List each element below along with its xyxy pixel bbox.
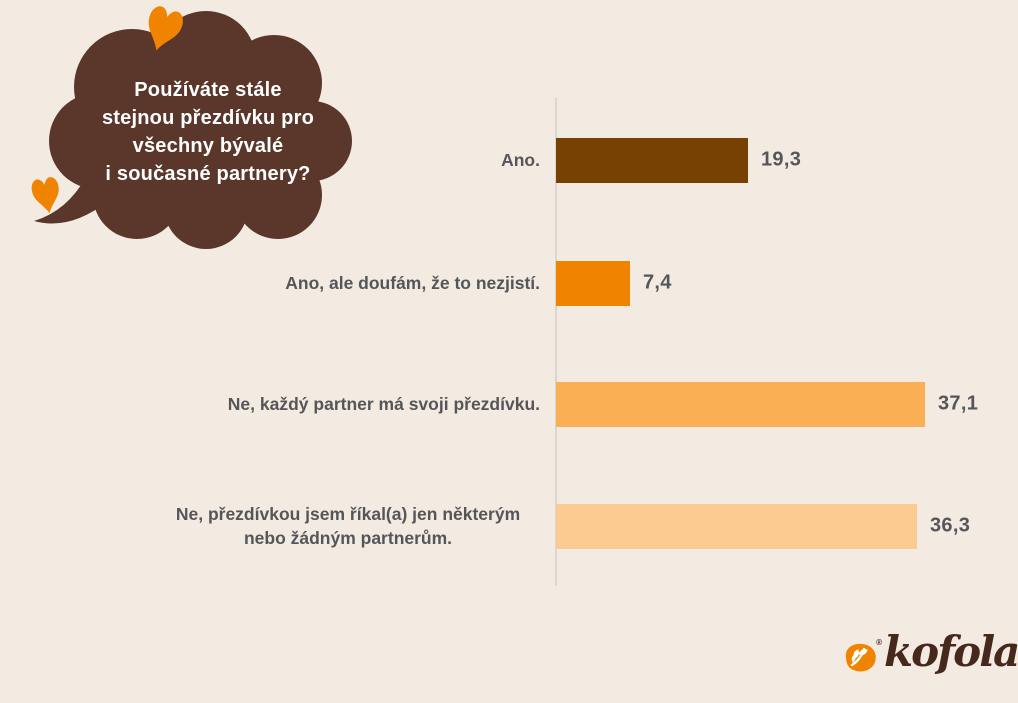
bar-value-label: 7,4 — [643, 271, 672, 294]
bar-value-label: 37,1 — [938, 392, 979, 415]
bar — [556, 137, 748, 183]
category-label: Ano, ale doufám, že to nezjistí. — [285, 273, 540, 293]
heart-icon — [148, 6, 183, 51]
category-label: Ne, přezdívkou jsem říkal(a) jen některý… — [175, 504, 521, 548]
bar-value-label: 19,3 — [761, 148, 802, 171]
kofola-wordmark: kofola® — [884, 627, 1018, 676]
registered-mark: ® — [876, 638, 882, 647]
kofola-leaf-badge-icon: ® — [842, 638, 882, 674]
category-label: Ne, každý partner má svoji přezdívku. — [227, 394, 540, 414]
chart-baseline-axis — [555, 98, 557, 586]
bar — [556, 381, 925, 427]
bar — [556, 260, 630, 306]
bubble-cloud-shape — [34, 11, 352, 249]
bar-value-label: 36,3 — [930, 514, 971, 537]
kofola-logo: ® kofola® — [842, 630, 1018, 674]
bubble-question: Používáte stále stejnou přezdívku pro všec… — [101, 79, 314, 185]
heart-icon — [31, 177, 59, 214]
category-label: Ano. — [501, 150, 540, 170]
bar — [556, 503, 917, 549]
question-bubble: Používáte stále stejnou přezdívku pro všec… — [0, 0, 360, 270]
